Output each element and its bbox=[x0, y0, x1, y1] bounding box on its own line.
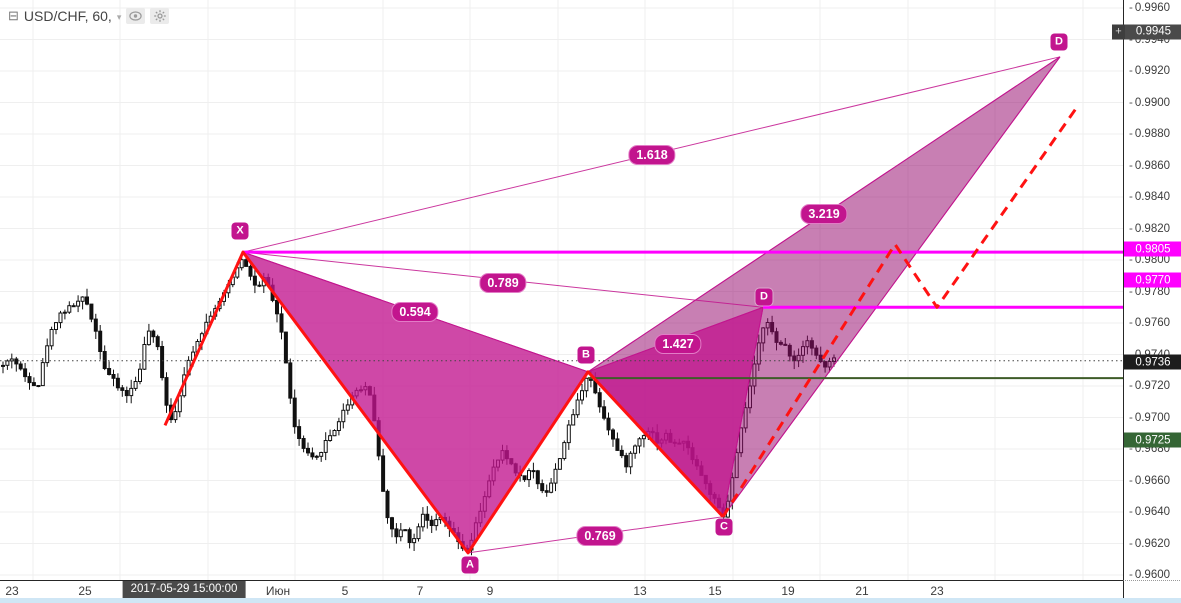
settings-button[interactable] bbox=[150, 8, 170, 24]
fib-ratio-label[interactable]: 0.789 bbox=[479, 273, 527, 293]
horizontal-price-lines bbox=[0, 250, 1123, 380]
chart-canvas bbox=[0, 0, 1123, 580]
time-tick: 19 bbox=[781, 584, 795, 598]
pattern-point-label-c[interactable]: C bbox=[715, 518, 733, 536]
price-axis[interactable]: + 0.9945 -0.9960-0.9940-0.9920-0.9900-0.… bbox=[1112, 0, 1181, 581]
price-tick: -0.9840 bbox=[1129, 191, 1171, 203]
price-tick: -0.9720 bbox=[1129, 380, 1171, 392]
price-tick: -0.9660 bbox=[1129, 474, 1171, 487]
price-line-label: 0.9805 bbox=[1124, 241, 1181, 257]
time-tick: 25 bbox=[78, 584, 92, 598]
price-tick: -0.9820 bbox=[1129, 222, 1171, 235]
eye-icon bbox=[129, 11, 143, 21]
fib-ratio-label[interactable]: 0.769 bbox=[576, 526, 624, 546]
pattern-point-labels: X A B C D D bbox=[231, 33, 1068, 574]
crosshair-date-label: 2017-05-29 15:00:00 bbox=[122, 581, 246, 598]
time-tick: 15 bbox=[708, 584, 722, 598]
time-tick: 9 bbox=[486, 584, 494, 598]
pattern-point-label-b[interactable]: B bbox=[577, 346, 595, 364]
time-tick: Июн bbox=[265, 584, 291, 598]
time-tick: 5 bbox=[341, 584, 349, 598]
alert-price-label: + 0.9945 bbox=[1112, 24, 1181, 40]
grid-lines bbox=[0, 0, 1123, 580]
harmonic-pattern-shapes bbox=[241, 56, 1061, 554]
pattern-point-label-x[interactable]: X bbox=[231, 222, 249, 240]
add-alert-plus-button[interactable]: + bbox=[1112, 24, 1125, 40]
fib-ratio-label[interactable]: 1.427 bbox=[654, 334, 702, 354]
fib-ratio-label[interactable]: 1.618 bbox=[628, 145, 676, 165]
pattern-point-label-d[interactable]: D bbox=[755, 288, 773, 306]
scrollbar-strip[interactable] bbox=[0, 598, 1181, 603]
fib-ratio-label[interactable]: 0.594 bbox=[391, 302, 439, 322]
price-tick: -0.9800 bbox=[1129, 254, 1171, 266]
price-tick: -0.9920 bbox=[1129, 65, 1171, 77]
price-tick: -0.9960 bbox=[1129, 2, 1171, 14]
collapse-icon[interactable]: ⊟ bbox=[8, 8, 19, 23]
time-tick: 21 bbox=[855, 584, 869, 598]
alert-price-value: 0.9945 bbox=[1125, 24, 1181, 40]
price-tick: -0.9700 bbox=[1129, 411, 1171, 424]
price-tick: -0.9760 bbox=[1129, 317, 1171, 329]
pattern-point-label-a[interactable]: A bbox=[461, 556, 479, 574]
time-tick: 23 bbox=[930, 584, 944, 598]
gear-icon bbox=[154, 10, 166, 22]
chart-plot-area[interactable]: X A B C D D 0.594 0.789 1.618 3.219 1.427 0.769 bbox=[0, 0, 1123, 580]
pattern-ratio-labels: 0.594 0.789 1.618 3.219 1.427 0.769 bbox=[391, 145, 848, 546]
chart-legend: ⊟ USD/CHF, 60, ▾ bbox=[8, 8, 170, 24]
price-line-label: 0.9770 bbox=[1124, 272, 1181, 288]
price-tick: -0.9880 bbox=[1129, 128, 1171, 140]
price-tick: -0.9640 bbox=[1129, 506, 1171, 518]
price-tick: -0.9780 bbox=[1129, 285, 1171, 298]
time-tick: 23 bbox=[5, 584, 19, 598]
trend-lines bbox=[163, 104, 1080, 555]
price-line-label: 0.9725 bbox=[1124, 432, 1181, 448]
hide-drawing-button[interactable] bbox=[126, 8, 146, 24]
fib-ratio-label[interactable]: 3.219 bbox=[800, 204, 848, 224]
pattern-point-label-d[interactable]: D bbox=[1050, 33, 1068, 51]
time-tick: 13 bbox=[633, 584, 647, 598]
price-tick: -0.9860 bbox=[1129, 159, 1171, 172]
time-tick: 7 bbox=[416, 584, 424, 598]
price-tick: -0.9620 bbox=[1129, 537, 1171, 550]
chevron-down-icon[interactable]: ▾ bbox=[116, 11, 122, 22]
price-tick: -0.9900 bbox=[1129, 96, 1171, 109]
axis-corner bbox=[1123, 580, 1181, 603]
price-line-label: 0.9736 bbox=[1124, 354, 1181, 370]
symbol-title[interactable]: USD/CHF, 60, bbox=[23, 8, 112, 24]
price-tick: -0.9600 bbox=[1129, 569, 1171, 581]
time-axis[interactable]: 2017-05-29 15:00:00 23 25 Июн 5 7 9 13 15 19 21 23 bbox=[0, 580, 1123, 603]
